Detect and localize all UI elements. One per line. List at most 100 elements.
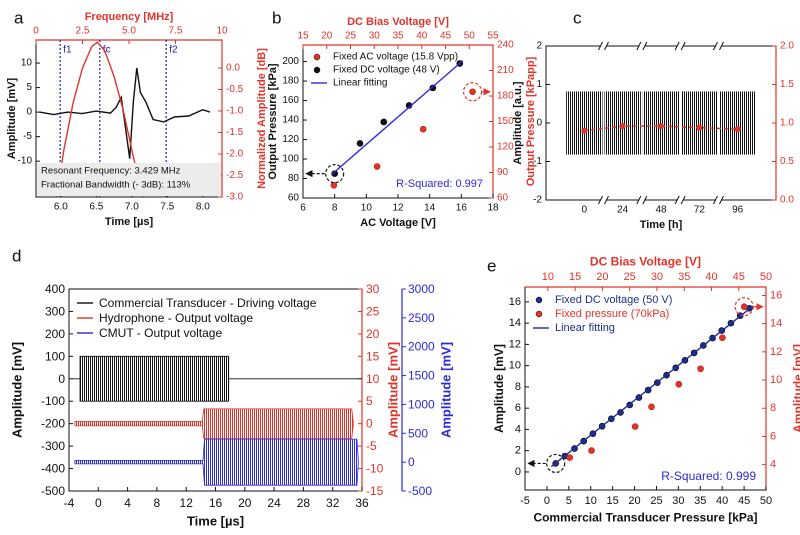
y3-axis-title: Amplitude [mV] <box>439 342 454 438</box>
x-tick-label: 35 <box>694 495 706 507</box>
y-tick-label: 200 <box>282 56 299 67</box>
y3-tick-label: 3000 <box>408 282 435 296</box>
y-tick-label: -400 <box>41 462 65 476</box>
y-tick-label: 14 <box>509 317 521 329</box>
y-tick-label: -2 <box>533 195 542 206</box>
y2-axis-title: Amplitude [mV] <box>791 344 800 433</box>
x2-tick-label: 25 <box>345 31 357 42</box>
x2-tick-label: 45 <box>733 271 745 283</box>
x-tick-label: 36 <box>355 496 369 510</box>
legend-symbol <box>313 53 321 61</box>
data-point <box>566 454 574 461</box>
legend-label: Fixed AC voltage (15.8 Vpp) <box>333 52 458 63</box>
y2-tick-label: 10 <box>770 374 782 386</box>
y2-tick-label: 12 <box>770 346 782 358</box>
x-tick-label: 72 <box>694 205 706 216</box>
y-tick-label: -200 <box>41 417 65 431</box>
axis-break-gap <box>715 198 722 202</box>
axis-break <box>636 41 642 51</box>
x-tick-label: 8.0 <box>196 202 210 213</box>
waveform <box>566 91 603 155</box>
y2-tick-label: 2.0 <box>780 41 794 52</box>
y2-tick-label: 20 <box>366 327 380 341</box>
x-tick-label: 96 <box>732 205 744 216</box>
legend-label: Fixed pressure (70kPa) <box>555 308 669 320</box>
x2-tick-label: 20 <box>321 31 333 42</box>
legend-label: Fixed DC voltage (48 V) <box>333 65 440 76</box>
x-tick-label: 24 <box>617 205 629 216</box>
y-tick-label: 100 <box>282 154 299 165</box>
axis-break-gap <box>638 44 645 48</box>
x-tick-label: 6.5 <box>89 202 103 213</box>
data-point <box>373 163 381 170</box>
y2-tick-label: 5 <box>366 394 373 408</box>
data-point <box>419 125 427 133</box>
axis-break <box>604 41 609 51</box>
panel-label: b <box>272 9 281 28</box>
axis-break-gap <box>600 198 607 202</box>
x2-tick-label: 5.0 <box>122 26 136 37</box>
data-point <box>330 181 338 189</box>
data-line <box>550 305 754 468</box>
x2-tick-label: 40 <box>705 271 717 283</box>
axis-break <box>598 41 603 51</box>
waveform <box>72 355 362 402</box>
data-line <box>331 60 464 176</box>
waveform <box>719 91 756 155</box>
data-point <box>356 140 364 147</box>
y2-tick-label: 16 <box>770 289 782 301</box>
panel-label: d <box>12 247 21 266</box>
x2-tick-label: 35 <box>392 31 404 42</box>
axis-break-gap <box>677 198 684 202</box>
data-point <box>380 118 388 126</box>
y-tick-label: 2 <box>536 41 542 52</box>
y2-tick-label: 0.0 <box>226 62 240 73</box>
y-tick-label: 100 <box>45 349 65 363</box>
x2-tick-label: 45 <box>440 31 452 42</box>
y2-tick-label: -10 <box>366 462 384 476</box>
x2-tick-label: 35 <box>678 271 690 283</box>
y2-tick-label: 180 <box>497 91 514 102</box>
y-tick-label: -300 <box>41 439 65 453</box>
x-axis-title: AC Voltage [V] <box>360 217 436 229</box>
y-tick-label: 0 <box>536 118 542 129</box>
y-tick-label: 6 <box>515 402 521 414</box>
y-tick-label: 5 <box>26 82 32 93</box>
x2-tick-label: 10 <box>542 271 554 283</box>
y3-tick-label: 2000 <box>408 340 435 354</box>
x-tick-label: 12 <box>180 496 194 510</box>
highlight-circle <box>546 453 566 474</box>
y-tick-label: 160 <box>282 95 299 106</box>
data-point <box>740 303 748 311</box>
x2-tick-label: 10 <box>216 26 228 37</box>
axis-break <box>604 195 609 205</box>
x-tick-label: 15 <box>607 495 619 507</box>
annotation-box <box>37 163 221 196</box>
waveform <box>74 438 359 486</box>
y-tick-label: 60 <box>288 193 300 204</box>
x-tick-label: 0 <box>544 495 550 507</box>
y3-tick-label: 0 <box>408 455 415 469</box>
data-line <box>584 125 738 132</box>
data-point <box>675 380 683 388</box>
frequency-marker-label: f1 <box>63 45 72 56</box>
data-line <box>39 67 211 159</box>
x2-axis-title: DC Bias Voltage [V] <box>347 16 449 28</box>
y2-tick-label: -1.0 <box>226 105 244 116</box>
axis-break-gap <box>638 198 645 202</box>
x-tick-label: 16 <box>209 496 223 510</box>
legend-symbol <box>535 296 543 304</box>
axis-break <box>642 41 648 51</box>
x-tick-label: 8 <box>154 496 161 510</box>
y-axis-title: Output Pressure [kPa] <box>267 63 279 179</box>
y2-tick-label: 10 <box>366 372 380 386</box>
x-tick-label: 4 <box>124 496 131 510</box>
x-tick-label: 24 <box>267 496 281 510</box>
y-tick-label: 0 <box>515 466 521 478</box>
x2-tick-label: 2.5 <box>76 26 90 37</box>
axis-break <box>680 195 686 205</box>
y3-tick-label: 500 <box>408 426 428 440</box>
x-tick-label: 20 <box>238 496 252 510</box>
axis-break-gap <box>600 44 607 48</box>
y-tick-label: -10 <box>18 156 33 167</box>
